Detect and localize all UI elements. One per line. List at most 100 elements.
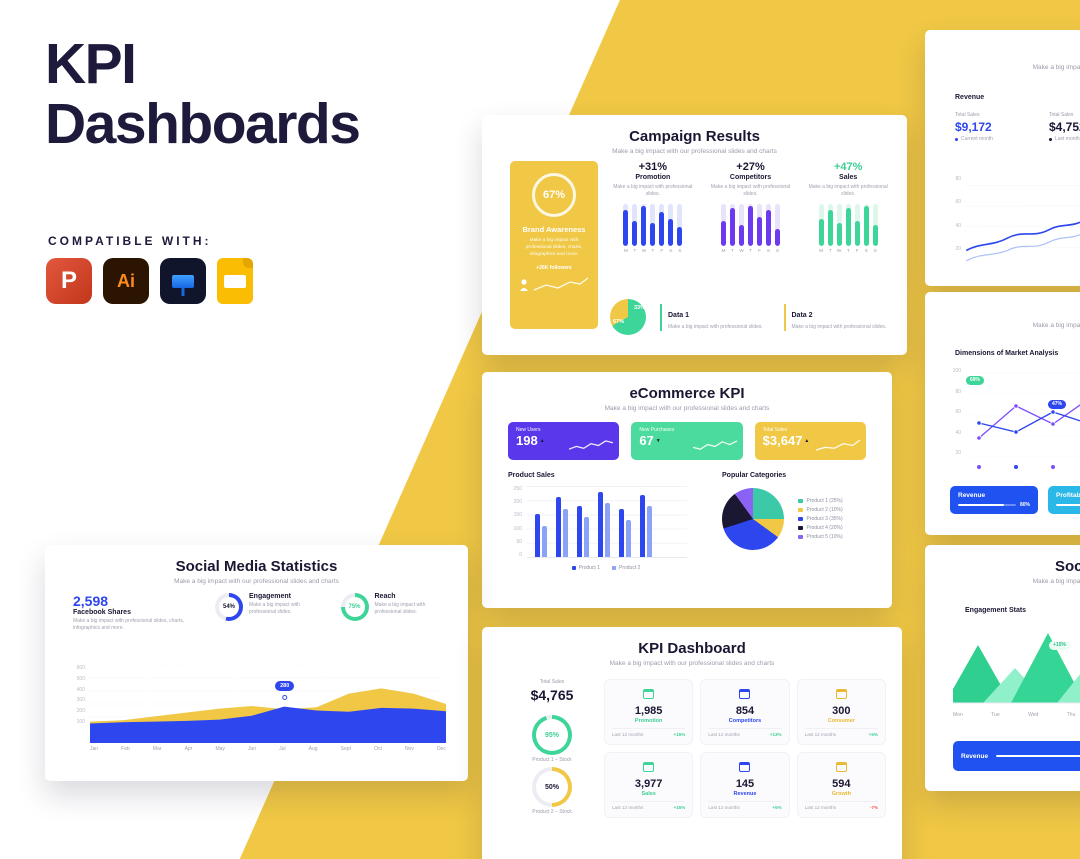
market-analysis-chart: 100 80 60 40 20 69% 47% (947, 368, 1080, 472)
competitors-metric: +27% Competitors Make a big impact with … (706, 161, 796, 254)
total-sales-tile: Total Sales $3,647 ▲ (754, 422, 866, 460)
profitability-button[interactable]: Profitability 80% (1048, 486, 1080, 514)
stat-period: Last 12 months (804, 805, 837, 810)
shares-value: 2,598 (73, 593, 109, 609)
stat-value: 300 (832, 705, 851, 717)
new-purchases-tile: New Purchases 67 ▼ (631, 422, 743, 460)
legend-item: Product 5 (10%) (798, 534, 843, 540)
total-sales-label: Total Sales (539, 679, 565, 685)
stat-change: +15% (673, 805, 686, 810)
market-analysis-label: Dimensions of Market Analysis (955, 350, 1059, 357)
illustrator-icon: Ai (103, 258, 149, 304)
total-sales-value: $3,647 (762, 433, 803, 448)
new-users-sparkline (569, 440, 614, 450)
facebook-shares-block: 2,598 Facebook Shares Make a big impact … (73, 593, 199, 632)
brand-followers: +26K followers (536, 264, 572, 271)
legend-item: Product 2 (10%) (798, 507, 843, 513)
stat-label: Total Sales (1048, 112, 1074, 118)
mountain-svg (953, 633, 1080, 704)
legend-label: Product 5 (10%) (806, 534, 843, 540)
engagement-pct: 54% (222, 604, 235, 610)
product1-stock-pct: 95% (544, 731, 559, 739)
data-1-item: Data 1 Make a big impact with profession… (660, 303, 770, 331)
trend-up-icon: ▲ (804, 437, 810, 444)
legend-item: Product 4 (20%) (798, 525, 843, 531)
stat-label: Revenue (733, 791, 757, 797)
legend-label: Product 1 (25%) (806, 498, 843, 504)
followers-sparkline (520, 277, 589, 291)
current-month-stat: Total Sales $9,172 Current month (955, 112, 993, 142)
legend-dot (955, 137, 958, 141)
stat-label: Promotion (634, 718, 663, 724)
shares-label: Facebook Shares (73, 609, 131, 616)
calendar-icon (643, 689, 655, 699)
stat-period: Last 12 months (804, 732, 837, 737)
promotion-value: +31% (638, 161, 668, 173)
revenue-stat-tile: 145 Revenue Last 12 months +5% (700, 752, 790, 818)
progress-track (996, 754, 1080, 758)
legend-dot (1048, 137, 1052, 141)
sales-value: +47% (833, 161, 863, 173)
card-subtitle: Make a big impact with our professional … (609, 660, 775, 667)
y-axis-ticks: 100 80 60 40 20 (952, 368, 961, 456)
new-users-label: New Users (516, 427, 541, 433)
stat-label: Total Sales (955, 112, 980, 118)
popular-categories-title: Popular Categories (722, 472, 787, 479)
trend-up-icon: ▲ (539, 437, 545, 444)
weekday-labels: MonTueWedThuFriSatSun (953, 712, 1076, 718)
revenue-button[interactable]: Revenue 80% (950, 486, 1038, 514)
card-subtitle: Make a big impact with our professional … (612, 148, 777, 155)
powerpoint-icon: P (46, 258, 92, 304)
shares-desc: Make a big impact with professional slid… (73, 618, 185, 631)
stat-change: -7% (869, 805, 878, 810)
share-pie-chart: 67% 33% (610, 299, 646, 335)
legend-label: Product 1 (578, 565, 600, 571)
competitors-stat-tile: 854 Competitors Last 12 months +13% (700, 679, 790, 745)
growth-stat-tile: 594 Growth Last 12 months -7% (796, 752, 886, 818)
calendar-icon (739, 762, 751, 772)
reach-label: Reach (374, 593, 396, 600)
stat-period: Last 12 months (612, 732, 644, 737)
consumer-stat-tile: 300 Consumer Last 12 months +5% (796, 679, 886, 745)
promotion-desc: Make a big impact with professional slid… (613, 184, 693, 197)
y-axis-ticks: 600 500 400 300 200 100 (76, 665, 85, 725)
categories-legend: Product 1 (25%) Product 2 (10%) Product … (798, 495, 843, 543)
social-stats-row: 2,598 Facebook Shares Make a big impact … (73, 593, 450, 632)
line-svg (971, 372, 1080, 469)
legend-label: Product 2 (10%) (806, 507, 843, 513)
stat-change: +15% (673, 732, 686, 737)
legend-item: Product 3 (35%) (798, 516, 843, 522)
data-2-label: Data 2 (791, 311, 813, 319)
stat-value: 1,985 (634, 705, 663, 717)
badge-69: 69% (966, 376, 985, 385)
product-sales-chart: 250 200 150 100 50 0 (508, 486, 704, 560)
progress-fill (996, 754, 1080, 758)
card-title: eCommerce KPI (629, 385, 745, 402)
engagement-donut: 54% (215, 593, 243, 621)
ecommerce-body: Product Sales 250 200 150 100 50 0 Product 1 … (508, 472, 866, 571)
product-sales-section: Product Sales 250 200 150 100 50 0 Product 1 … (508, 472, 704, 571)
popular-categories-pie (722, 488, 784, 550)
product-sales-legend: Product 1 Product 2 (508, 565, 704, 571)
sales-label: Sales (839, 174, 858, 181)
card-subtitle: Make a big impact with our professional … (1032, 64, 1080, 71)
reach-block: 75% Reach Make a big impact with profess… (340, 593, 451, 632)
legend-marker (571, 566, 576, 570)
market-analysis-card-partial: Make a big impact with our professional … (925, 292, 1080, 535)
stat-change: +5% (772, 805, 782, 810)
button-label: Profitability (1056, 492, 1080, 499)
engagement-label: Engagement (249, 593, 292, 600)
revenue-button[interactable]: Revenue 80% (953, 741, 1080, 771)
grouped-bars (527, 486, 687, 557)
social-media-kpi-card-partial: Social Media KPI Make a big impact with … (925, 545, 1080, 791)
competitors-desc: Make a big impact with professional slid… (710, 184, 791, 197)
new-users-tile: New Users 198 ▲ (508, 422, 620, 460)
data-2-desc: Make a big impact with professional slid… (791, 323, 887, 330)
reach-pct: 75% (348, 604, 361, 610)
totals-column: Total Sales $4,765 95% Product 1 – Stock… (508, 679, 596, 815)
kpi-dashboard-card: KPI Dashboard Make a big impact with our… (482, 627, 902, 859)
stat-value: $9,172 (955, 120, 992, 134)
market-buttons: Revenue 80% Profitability 80% (950, 486, 1080, 514)
legend-marker (798, 507, 803, 513)
